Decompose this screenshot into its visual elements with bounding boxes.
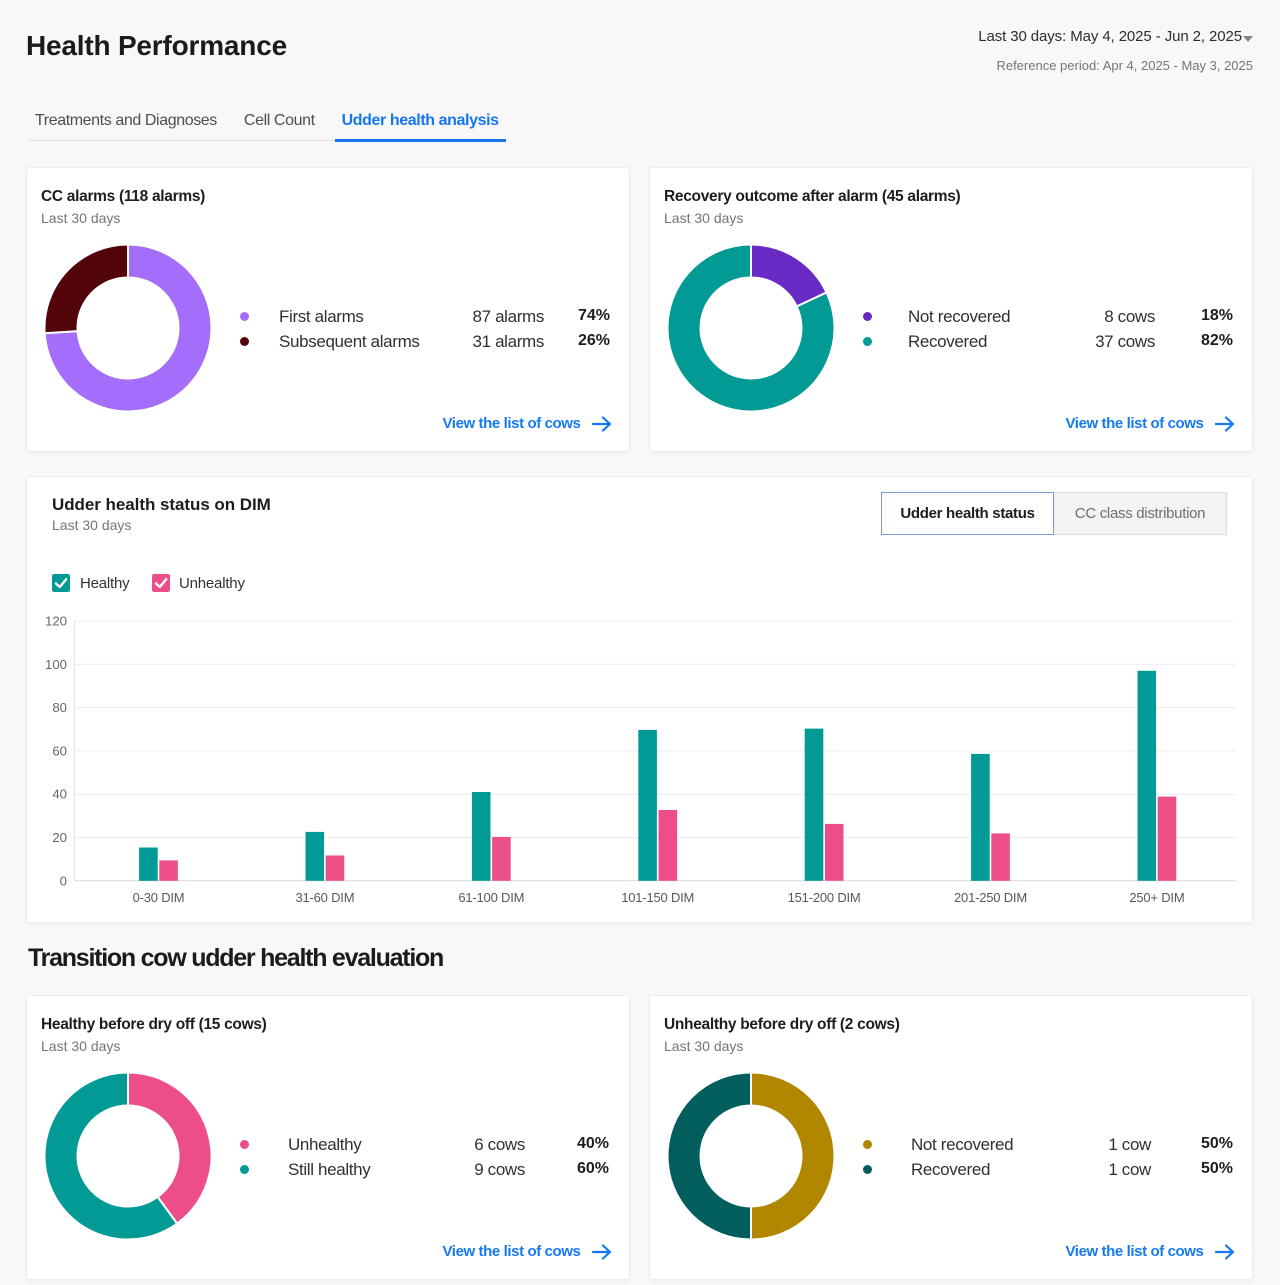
- svg-text:0-30 DIM: 0-30 DIM: [133, 890, 185, 905]
- svg-text:0: 0: [60, 873, 67, 888]
- svg-text:20: 20: [52, 830, 67, 845]
- svg-text:31-60 DIM: 31-60 DIM: [295, 890, 354, 905]
- svg-text:151-200 DIM: 151-200 DIM: [788, 890, 861, 905]
- svg-text:101-150 DIM: 101-150 DIM: [621, 890, 694, 905]
- svg-text:40: 40: [52, 787, 67, 802]
- svg-text:80: 80: [52, 700, 67, 715]
- svg-text:201-250 DIM: 201-250 DIM: [954, 890, 1027, 905]
- svg-text:61-100 DIM: 61-100 DIM: [458, 890, 524, 905]
- svg-text:100: 100: [45, 657, 67, 672]
- svg-text:60: 60: [52, 743, 67, 758]
- svg-text:120: 120: [45, 614, 67, 629]
- svg-text:250+ DIM: 250+ DIM: [1129, 890, 1184, 905]
